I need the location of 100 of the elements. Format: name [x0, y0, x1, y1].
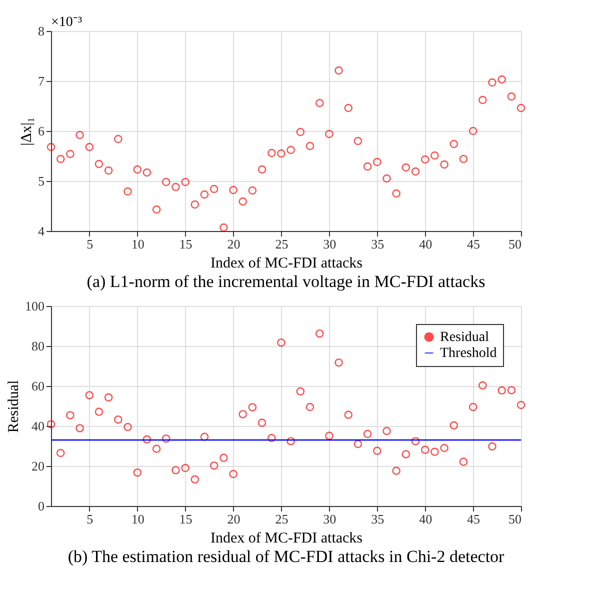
- point: [258, 418, 266, 427]
- point: [420, 155, 430, 164]
- point: [104, 393, 113, 402]
- point: [392, 189, 400, 198]
- point: [334, 358, 343, 367]
- point: [286, 146, 295, 154]
- point: [220, 223, 228, 232]
- point: [210, 461, 218, 470]
- point: [411, 167, 420, 176]
- point: [325, 432, 334, 440]
- point: [76, 424, 84, 432]
- y-tick-label: 4: [38, 224, 45, 238]
- point: [420, 446, 430, 454]
- y-tick-label: 0: [38, 498, 44, 514]
- point: [459, 154, 468, 164]
- point: [344, 104, 352, 112]
- point: [392, 466, 400, 475]
- text: (a) L1-norm of the incremental voltage in MC-FDI attacks: [86, 272, 486, 291]
- point: [382, 426, 391, 436]
- y-tick-label: 60: [32, 378, 44, 394]
- point: [488, 78, 496, 87]
- point: [344, 410, 352, 419]
- y-tick-label: 20: [32, 458, 44, 474]
- point: [402, 450, 410, 458]
- point: [267, 148, 276, 158]
- x-tick-label: 15: [179, 512, 192, 526]
- point: [200, 190, 209, 199]
- x-tick-label: 20: [227, 512, 240, 526]
- point: [354, 136, 362, 146]
- point: [162, 434, 170, 443]
- point: [507, 92, 516, 101]
- point: [85, 142, 94, 152]
- point: [162, 178, 170, 186]
- x-axis-title: Index of MC-FDI attacks: [210, 256, 363, 272]
- point: [306, 142, 314, 150]
- point: [248, 186, 257, 195]
- point: [372, 158, 382, 166]
- point: [76, 130, 84, 140]
- point: [478, 96, 487, 104]
- point: [66, 411, 74, 420]
- point: [46, 142, 56, 152]
- y-tick-label: 40: [32, 418, 44, 434]
- point: [488, 442, 496, 451]
- point: [210, 184, 218, 194]
- point: [363, 430, 372, 438]
- point: [498, 386, 506, 395]
- y-tick-label: 7: [38, 74, 45, 88]
- x-tick-label: 50: [508, 512, 522, 526]
- x-tick-label: 25: [275, 236, 288, 252]
- point: [450, 421, 458, 430]
- point: [142, 168, 152, 177]
- point: [277, 149, 286, 158]
- x-tick-label: 5: [86, 236, 94, 252]
- x-tick-label: 35: [371, 236, 384, 252]
- point: [440, 160, 448, 169]
- point: [238, 197, 247, 206]
- x-tick-label: 45: [467, 512, 480, 526]
- point: [66, 150, 74, 158]
- x-tick-label: 40: [419, 512, 432, 526]
- point: [440, 444, 448, 452]
- y-tick-label: 100: [25, 298, 44, 314]
- point: [238, 410, 247, 418]
- x-tick-label: 45: [467, 236, 480, 252]
- point: [133, 165, 142, 174]
- point: [478, 381, 487, 390]
- x-axis-title: Index of MC-FDI attacks: [210, 530, 363, 546]
- point: [354, 440, 362, 448]
- point: [229, 186, 238, 194]
- x-tick-label: 20: [227, 236, 240, 252]
- point: [286, 437, 295, 446]
- point: [152, 205, 161, 214]
- point: [372, 446, 382, 455]
- x-tick-label: 5: [86, 512, 94, 526]
- point: [296, 387, 305, 396]
- y-tick-label: 8: [38, 24, 44, 38]
- point: [94, 408, 104, 416]
- point: [114, 134, 122, 144]
- point: [516, 400, 526, 410]
- point: [190, 200, 200, 209]
- point: [258, 165, 266, 174]
- point: [220, 454, 228, 462]
- point: [468, 126, 478, 136]
- y-tick-label: 6: [38, 124, 45, 138]
- point: [172, 182, 180, 192]
- point: [325, 130, 334, 138]
- point: [430, 151, 439, 160]
- point: [152, 444, 161, 453]
- x-tick-label: 25: [275, 512, 288, 526]
- point: [133, 468, 142, 477]
- point: [430, 448, 439, 456]
- y-tick-label: 5: [38, 174, 44, 188]
- point: [56, 448, 65, 458]
- point: [248, 403, 257, 412]
- x-tick-label: 10: [131, 236, 144, 252]
- x-tick-label: 30: [323, 236, 336, 252]
- point: [277, 338, 286, 347]
- point: [450, 140, 458, 148]
- point: [306, 402, 314, 412]
- x-tick-label: 50: [508, 236, 522, 252]
- point: [142, 435, 152, 444]
